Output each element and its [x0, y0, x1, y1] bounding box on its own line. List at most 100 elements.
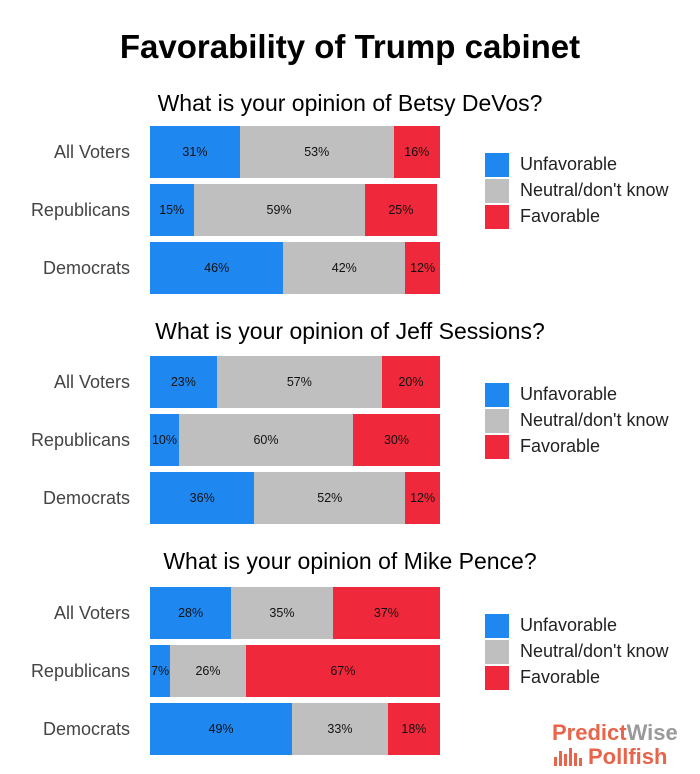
row-label-all-voters: All Voters [53, 372, 130, 392]
bar-segment-favorable: 16% [393, 126, 440, 178]
predictwise-pollfish-logo: PredictWise Pollfish [552, 722, 700, 774]
legend-item-neutral-don-t-know: Neutral/don't know [485, 408, 700, 433]
legend-item-favorable: Favorable [485, 665, 700, 690]
legend-label: Favorable [520, 667, 601, 687]
row-label-republicans: Republicans [30, 430, 130, 450]
bar-segment-unfavorable: 15% [150, 184, 194, 236]
data-label: 10% [151, 433, 178, 447]
bar-segment-unfavorable: 28% [150, 587, 232, 639]
data-label: 26% [195, 664, 221, 678]
legend-swatch [485, 153, 509, 177]
bar-segment-favorable: 25% [364, 184, 438, 236]
legend-item-favorable: Favorable [485, 204, 700, 229]
stacked-bar-all-voters: 28% 35% 37% [150, 587, 440, 639]
panel-title: What is your opinion of Jeff Sessions? [155, 318, 545, 344]
bar-segment-neutral-don-t-know: 57% [216, 356, 382, 408]
data-label: 42% [331, 261, 357, 275]
legend-swatch [485, 409, 509, 433]
bar-segment-unfavorable: 49% [150, 703, 293, 755]
bar-segment-neutral-don-t-know: 52% [254, 472, 406, 524]
panel-title: What is your opinion of Betsy DeVos? [157, 90, 543, 116]
chart-title: Favorability of Trump cabinet [119, 28, 581, 65]
bar-segment-unfavorable: 36% [150, 472, 255, 524]
legend-label: Favorable [520, 206, 601, 226]
pollfish-bars-icon [554, 748, 582, 766]
stacked-bar-all-voters: 31% 53% 16% [150, 126, 440, 178]
bar-segment-unfavorable: 10% [150, 414, 179, 466]
legend-label: Neutral/don't know [520, 641, 669, 661]
data-label: 36% [189, 491, 215, 505]
bar-segment-unfavorable: 46% [150, 242, 284, 294]
bar-segment-favorable: 12% [405, 242, 440, 294]
bar-segment-favorable: 18% [387, 703, 440, 755]
row-label-all-voters: All Voters [53, 142, 130, 162]
legend-swatch [485, 614, 509, 638]
row-label-republicans: Republicans [30, 661, 130, 681]
bar-segment-neutral-don-t-know: 33% [292, 703, 388, 755]
legend-item-unfavorable: Unfavorable [485, 152, 700, 177]
bar-segment-neutral-don-t-know: 35% [231, 587, 333, 639]
stacked-bar-republicans: 15% 59% 25% [150, 184, 440, 236]
data-label: 12% [410, 261, 436, 275]
legend-item-neutral-don-t-know: Neutral/don't know [485, 639, 700, 664]
legend-label: Unfavorable [520, 154, 618, 174]
data-label: 37% [373, 606, 399, 620]
legend-item-unfavorable: Unfavorable [485, 382, 700, 407]
data-label: 60% [253, 433, 279, 447]
panel-title: What is your opinion of Mike Pence? [163, 548, 537, 574]
data-label: 16% [404, 145, 430, 159]
data-label: 52% [317, 491, 343, 505]
data-label: 67% [330, 664, 356, 678]
stacked-bar-all-voters: 23% 57% 20% [150, 356, 440, 408]
bar-segment-favorable: 37% [332, 587, 440, 639]
data-label: 46% [204, 261, 230, 275]
data-label: 7% [151, 664, 170, 678]
bar-segment-neutral-don-t-know: 26% [170, 645, 246, 697]
legend-item-neutral-don-t-know: Neutral/don't know [485, 178, 700, 203]
legend-item-unfavorable: Unfavorable [485, 613, 700, 638]
stacked-bar-republicans: 10% 60% 30% [150, 414, 440, 466]
bar-segment-favorable: 12% [405, 472, 440, 524]
legend-label: Unfavorable [520, 384, 618, 404]
stacked-bar-republicans: 7% 26% 67% [150, 645, 440, 697]
row-label-all-voters: All Voters [53, 603, 130, 623]
predictwise-wordmark: PredictWise [552, 722, 678, 744]
data-label: 53% [304, 145, 330, 159]
pollfish-wordmark-row: Pollfish [552, 746, 700, 772]
legend-label: Favorable [520, 436, 601, 456]
data-label: 25% [388, 203, 414, 217]
legend-label: Unfavorable [520, 615, 618, 635]
legend-swatch [485, 666, 509, 690]
bar-segment-unfavorable: 31% [150, 126, 240, 178]
data-label: 30% [383, 433, 410, 447]
stacked-bar-democrats: 46% 42% 12% [150, 242, 440, 294]
legend-item-favorable: Favorable [485, 434, 700, 459]
logo-pollfish-text: Pollfish [588, 744, 668, 769]
legend-label: Neutral/don't know [520, 410, 669, 430]
row-label-democrats: Democrats [42, 719, 130, 739]
legend-swatch [485, 435, 509, 459]
bar-segment-unfavorable: 7% [150, 645, 171, 697]
bar-segment-neutral-don-t-know: 42% [283, 242, 406, 294]
data-label: 35% [269, 606, 295, 620]
row-label-republicans: Republicans [30, 200, 130, 220]
data-label: 57% [286, 375, 312, 389]
data-label: 20% [398, 375, 424, 389]
row-label-democrats: Democrats [42, 258, 130, 278]
data-label: 49% [208, 722, 234, 736]
data-label: 23% [170, 375, 196, 389]
bar-segment-neutral-don-t-know: 53% [239, 126, 394, 178]
legend-swatch [485, 179, 509, 203]
data-label: 59% [266, 203, 292, 217]
bar-segment-neutral-don-t-know: 60% [179, 414, 353, 466]
logo-predict-text: Predict [552, 720, 627, 745]
bar-segment-favorable: 20% [382, 356, 440, 408]
logo-wise-text: Wise [626, 720, 678, 745]
bar-segment-neutral-don-t-know: 59% [193, 184, 365, 236]
row-label-democrats: Democrats [42, 488, 130, 508]
stacked-bar-democrats: 36% 52% 12% [150, 472, 440, 524]
legend-swatch [485, 205, 509, 229]
bar-segment-favorable: 67% [245, 645, 440, 697]
data-label: 15% [159, 203, 185, 217]
data-label: 18% [401, 722, 427, 736]
